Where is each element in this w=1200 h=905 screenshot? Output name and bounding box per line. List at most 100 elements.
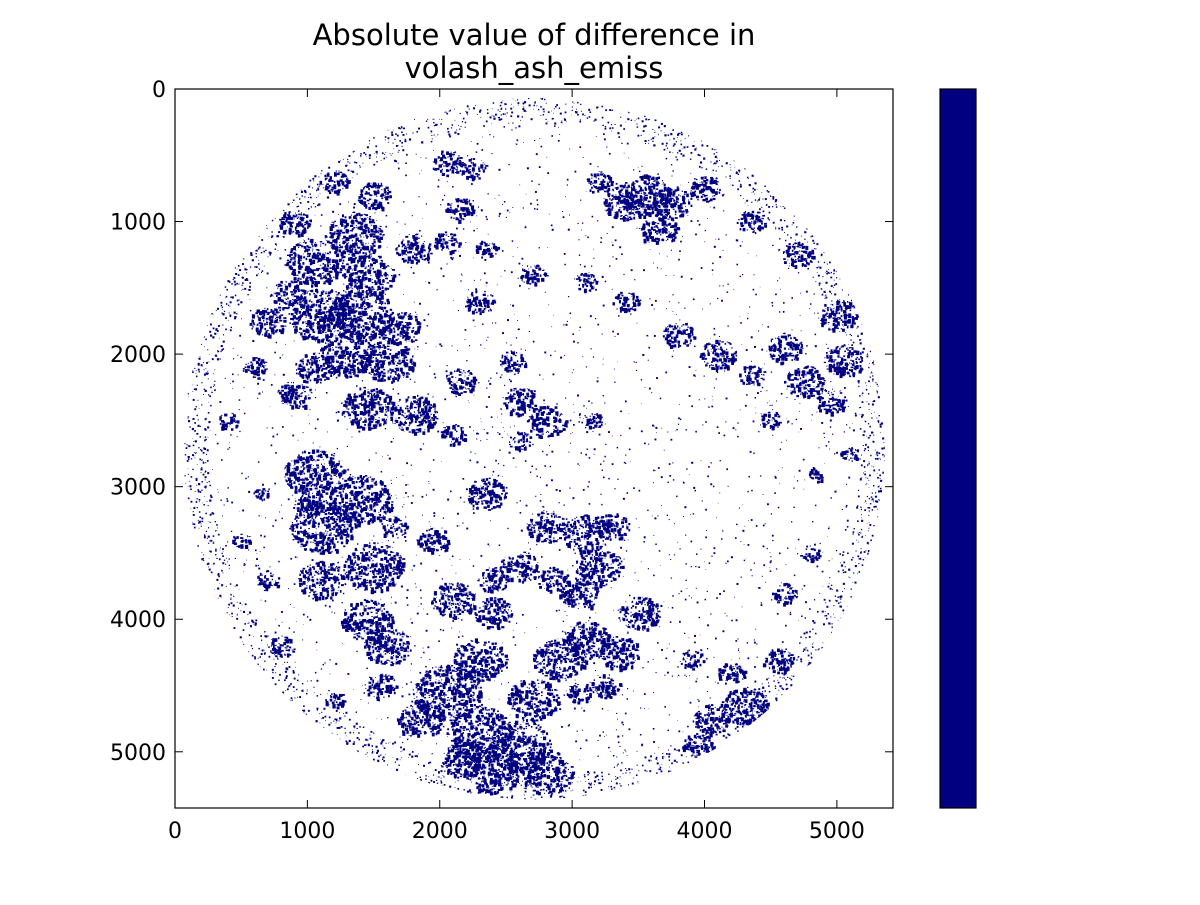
ash-pixel xyxy=(392,621,395,624)
ash-pixel xyxy=(537,650,539,651)
ash-pixel xyxy=(564,772,565,773)
ash-pixel xyxy=(391,505,393,507)
ash-pixel xyxy=(462,668,463,669)
ash-pixel xyxy=(443,690,444,691)
ash-pixel xyxy=(334,512,337,515)
ash-pixel xyxy=(556,671,558,673)
ash-pixel xyxy=(433,690,434,691)
ash-pixel xyxy=(513,751,515,753)
ash-pixel xyxy=(320,572,322,574)
ash-pixel xyxy=(481,649,483,652)
ash-pixel xyxy=(488,713,490,715)
ash-pixel xyxy=(356,603,358,604)
ash-pixel xyxy=(571,646,574,650)
ash-pixel xyxy=(561,777,564,780)
ash-pixel xyxy=(309,492,310,493)
ash-pixel xyxy=(370,508,372,511)
ash-pixel xyxy=(402,636,404,637)
ash-pixel xyxy=(543,765,545,767)
ash-pixel xyxy=(373,617,375,620)
ash-pixel xyxy=(334,503,335,505)
ash-pixel xyxy=(584,654,586,656)
ash-pixel xyxy=(490,743,492,745)
ash-pixel xyxy=(315,461,316,462)
ash-pixel xyxy=(438,680,439,681)
ash-pixel xyxy=(502,743,503,745)
ash-pixel xyxy=(533,691,535,693)
ash-pixel xyxy=(548,641,549,642)
ash-pixel xyxy=(310,548,312,551)
ash-pixel xyxy=(557,768,559,770)
ash-pixel xyxy=(338,525,341,528)
ash-pixel xyxy=(469,716,472,718)
ash-pixel xyxy=(522,709,523,710)
ash-pixel xyxy=(429,711,430,712)
ash-pixel xyxy=(347,528,349,530)
ash-pixel xyxy=(496,659,498,661)
ash-pixel xyxy=(424,722,425,724)
ash-pixel xyxy=(329,483,332,485)
ash-pixel xyxy=(401,713,404,717)
ash-pixel xyxy=(451,772,453,773)
ash-pixel xyxy=(538,729,541,731)
ash-pixel xyxy=(548,658,551,660)
ash-pixel xyxy=(458,721,461,723)
ash-pixel xyxy=(344,521,345,523)
ash-pixel xyxy=(397,644,398,645)
ash-pixel xyxy=(371,616,372,617)
ash-pixel xyxy=(555,643,557,645)
ash-pixel xyxy=(306,572,308,574)
ash-pixel xyxy=(348,578,350,580)
ash-pixel xyxy=(329,577,332,579)
ash-pixel xyxy=(480,772,482,773)
ash-pixel xyxy=(506,659,509,661)
ash-pixel xyxy=(369,642,370,643)
ash-pixel xyxy=(409,729,411,731)
ash-pixel xyxy=(285,473,288,476)
ash-pixel xyxy=(528,737,531,741)
ash-pixel xyxy=(456,720,457,722)
ash-pixel xyxy=(396,659,397,660)
ash-pixel xyxy=(314,468,317,470)
ash-pixel xyxy=(299,574,301,576)
ash-pixel xyxy=(399,568,402,570)
ash-pixel xyxy=(325,544,326,545)
ash-pixel xyxy=(559,760,562,764)
ash-pixel xyxy=(528,725,530,726)
ash-pixel xyxy=(472,641,474,642)
ash-pixel xyxy=(566,675,568,677)
ash-pixel xyxy=(534,749,536,751)
ash-pixel xyxy=(598,633,601,636)
ash-pixel xyxy=(508,784,509,785)
ash-pixel xyxy=(361,521,363,524)
ash-pixel xyxy=(526,726,527,727)
ash-pixel xyxy=(340,537,343,540)
ash-pixel xyxy=(441,665,442,666)
ash-pixel xyxy=(359,613,361,615)
ash-pixel xyxy=(566,653,568,656)
ash-pixel xyxy=(353,476,354,477)
ash-pixel xyxy=(406,641,409,645)
ash-pixel xyxy=(306,461,307,462)
ash-pixel xyxy=(352,623,353,624)
ash-pixel xyxy=(448,747,449,749)
ash-pixel xyxy=(405,643,406,644)
ash-pixel xyxy=(526,719,528,722)
ash-pixel xyxy=(533,658,535,660)
ash-pixel xyxy=(475,666,476,667)
ash-pixel xyxy=(443,673,446,675)
ash-pixel xyxy=(336,519,337,520)
ash-pixel xyxy=(435,681,437,683)
ash-pixel xyxy=(383,614,385,617)
ash-pixel xyxy=(381,546,383,548)
ash-pixel xyxy=(472,710,473,712)
ash-pixel xyxy=(478,706,479,707)
ash-pixel xyxy=(545,684,548,687)
ash-pixel xyxy=(482,673,485,675)
ash-pixel xyxy=(309,470,310,471)
ash-pixel xyxy=(479,673,481,675)
ash-pixel xyxy=(397,576,400,579)
ash-pixel xyxy=(385,501,388,505)
ash-pixel xyxy=(340,466,343,468)
ash-pixel xyxy=(590,648,591,650)
